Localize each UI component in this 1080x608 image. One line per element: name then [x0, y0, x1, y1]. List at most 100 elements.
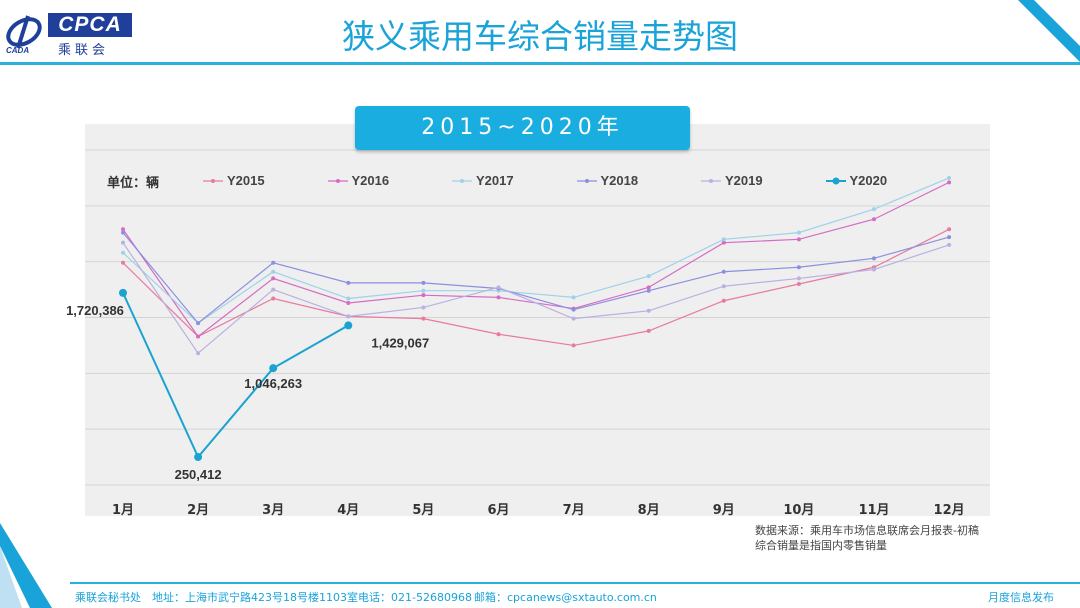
- data-point-Y2017: [421, 288, 426, 293]
- data-point-Y2019: [271, 287, 276, 292]
- data-point-Y2015: [646, 328, 651, 333]
- data-point-Y2016: [346, 300, 351, 305]
- data-point-Y2017: [796, 230, 801, 235]
- cpca-logo: CADA CPCA 乘联会: [4, 10, 132, 58]
- data-point-Y2018: [271, 260, 276, 265]
- data-point-Y2019: [872, 267, 876, 272]
- legend-item-Y2018[interactable]: Y2018: [576, 173, 639, 188]
- data-label: 1,429,067: [371, 335, 429, 350]
- x-tick-label: 10月: [783, 503, 815, 518]
- corner-decoration-inner: [1034, 0, 1080, 46]
- legend-item-Y2019[interactable]: Y2019: [701, 173, 763, 188]
- data-point-Y2018: [796, 265, 801, 270]
- legend-marker-icon: [327, 178, 348, 183]
- legend-label: Y2020: [849, 173, 888, 188]
- logo-text: CPCA: [48, 13, 132, 37]
- legend-marker-icon: [701, 178, 721, 183]
- legend-label: Y2017: [476, 173, 514, 188]
- cpca-emblem-icon: CADA: [6, 15, 42, 54]
- data-point-Y2015: [721, 298, 726, 303]
- footer-address: 地址：上海市武宁路423号18号楼1103室: [152, 591, 358, 604]
- x-tick-label: 11月: [858, 503, 890, 518]
- data-point-Y2018: [421, 280, 426, 285]
- data-point-Y2016: [496, 295, 501, 300]
- data-point-Y2019: [121, 240, 125, 245]
- data-label: 250,412: [175, 467, 222, 482]
- data-point-Y2016: [796, 237, 801, 242]
- series-line-Y2015: [122, 228, 950, 347]
- x-tick-label: 4月: [337, 503, 360, 518]
- legend-item-Y2016[interactable]: Y2016: [327, 173, 390, 188]
- data-point-Y2015: [421, 316, 426, 321]
- data-point-Y2016: [421, 293, 426, 298]
- data-point-Y2017: [271, 269, 276, 274]
- legend-item-Y2015[interactable]: Y2015: [203, 173, 265, 188]
- source-line-2: 综合销量是指国内零售销量: [755, 539, 887, 552]
- source-line-1: 数据来源：乘用车市场信息联席会月报表-初稿: [755, 524, 979, 537]
- data-point-Y2016: [721, 240, 726, 245]
- data-point-Y2019: [796, 276, 801, 281]
- data-point-Y2018: [571, 307, 576, 312]
- data-point-Y2016: [271, 276, 276, 281]
- data-point-Y2016: [646, 285, 651, 290]
- series-line-Y2020: [122, 292, 349, 459]
- data-point-Y2015: [496, 332, 501, 337]
- data-point-Y2019: [721, 284, 726, 289]
- data-point-Y2018: [721, 269, 726, 274]
- source-note: 数据来源：乘用车市场信息联席会月报表-初稿 综合销量是指国内零售销量: [755, 523, 979, 553]
- logo-mark-text: CADA: [6, 46, 29, 54]
- data-point-Y2020: [119, 288, 127, 297]
- data-point-Y2017: [872, 207, 876, 212]
- data-point-Y2018: [646, 288, 651, 293]
- legend-marker-icon: [825, 177, 846, 184]
- data-point-Y2018: [196, 321, 201, 326]
- data-point-Y2017: [646, 274, 651, 279]
- data-point-Y2019: [421, 305, 426, 310]
- legend-marker-icon: [203, 178, 223, 183]
- header-divider: [0, 62, 1080, 65]
- footer-right: 月度信息发布: [988, 591, 1054, 604]
- data-point-Y2018: [121, 230, 125, 235]
- data-point-Y2015: [571, 343, 576, 348]
- chart-title: 2015~2020年: [355, 106, 690, 150]
- series-line-Y2017: [122, 177, 950, 324]
- legend-label: Y2015: [227, 173, 265, 188]
- data-point-Y2017: [721, 237, 726, 242]
- data-point-Y2015: [947, 227, 952, 232]
- x-tick-label: 9月: [712, 503, 735, 518]
- data-point-Y2017: [947, 175, 952, 180]
- data-point-Y2016: [121, 227, 125, 232]
- data-point-Y2017: [121, 250, 125, 255]
- x-tick-label: 1月: [111, 503, 135, 518]
- plot-area: [85, 124, 990, 516]
- data-point-Y2019: [496, 285, 501, 290]
- footer-divider: [70, 582, 1080, 584]
- legend-item-Y2020[interactable]: Y2020: [825, 173, 888, 188]
- data-point-Y2019: [646, 308, 651, 313]
- legend-item-Y2017[interactable]: Y2017: [452, 173, 514, 188]
- data-point-Y2015: [796, 282, 801, 286]
- data-point-Y2020: [194, 453, 203, 462]
- unit-label: 单位：辆: [107, 176, 160, 191]
- corner-decoration-bottom: [0, 523, 52, 608]
- data-point-Y2020: [344, 321, 353, 330]
- page-title: 狭义乘用车综合销量走势图: [342, 17, 738, 56]
- data-label: 1,720,386: [66, 303, 124, 318]
- data-point-Y2018: [346, 280, 351, 285]
- logo-cn: 乘联会: [58, 43, 110, 58]
- data-point-Y2020: [269, 364, 278, 373]
- footer-org: 乘联会秘书处: [75, 591, 141, 604]
- data-point-Y2016: [872, 217, 876, 222]
- legend-label: Y2018: [600, 173, 639, 188]
- legend-label: Y2019: [725, 173, 763, 188]
- legend-marker-icon: [576, 178, 597, 183]
- x-tick-label: 7月: [562, 503, 585, 518]
- x-tick-label: 3月: [262, 503, 285, 518]
- legend-label: Y2016: [351, 173, 390, 188]
- data-point-Y2019: [346, 314, 351, 319]
- data-point-Y2019: [196, 351, 201, 356]
- data-point-Y2016: [196, 334, 201, 339]
- x-tick-label: 5月: [412, 503, 435, 518]
- footer-email: 邮箱：cpcanews@sxtauto.com.cn: [474, 591, 657, 604]
